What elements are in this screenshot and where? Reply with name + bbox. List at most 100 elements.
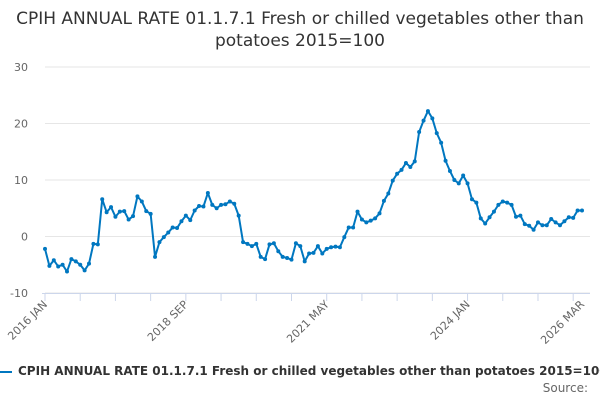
data-point [311, 250, 316, 255]
y-tick-label: 0 [21, 231, 28, 244]
data-point [192, 208, 197, 213]
data-point [324, 246, 329, 251]
data-point [500, 199, 505, 204]
data-point [157, 240, 162, 245]
series-line [44, 110, 582, 273]
data-point [73, 259, 78, 264]
data-point [227, 199, 232, 204]
data-point [456, 181, 461, 186]
data-point [51, 258, 56, 263]
data-point [557, 223, 562, 228]
data-point [412, 159, 417, 164]
data-point [408, 165, 413, 170]
x-tick-label: 2021 MAY [284, 298, 332, 346]
data-point [390, 178, 395, 183]
data-point [329, 245, 334, 250]
data-point [566, 215, 571, 220]
data-point [285, 255, 290, 260]
data-point [337, 245, 342, 250]
data-point [122, 209, 127, 214]
y-tick-label: -10 [10, 287, 28, 300]
y-tick-label: 20 [14, 118, 28, 131]
data-point [293, 241, 298, 246]
data-point [403, 161, 408, 166]
data-point [135, 194, 140, 199]
data-point [562, 219, 567, 224]
data-point [223, 202, 228, 207]
data-point [60, 262, 65, 267]
x-tick-label: 2024 JAN [428, 298, 473, 343]
data-point [447, 168, 452, 173]
data-point [522, 222, 527, 227]
legend-label: CPIH ANNUAL RATE 01.1.7.1 Fresh or chill… [18, 364, 600, 378]
data-point [549, 216, 554, 221]
data-point [399, 167, 404, 172]
data-point [104, 210, 109, 215]
data-point [307, 251, 312, 256]
data-point [478, 216, 483, 221]
data-point [465, 181, 470, 186]
data-point [131, 214, 136, 219]
data-point [241, 240, 246, 245]
data-point [82, 268, 87, 273]
source-label: Source: [542, 381, 588, 395]
data-point [144, 209, 149, 214]
data-point [232, 201, 237, 206]
data-point [553, 220, 558, 225]
data-point [474, 200, 479, 205]
data-point [417, 129, 422, 134]
data-point [219, 202, 224, 207]
data-point [320, 251, 325, 256]
data-point [518, 213, 523, 218]
data-point [236, 213, 241, 218]
data-point [355, 209, 360, 214]
chart-title: CPIH ANNUAL RATE 01.1.7.1 Fresh or chill… [16, 9, 584, 51]
data-point [280, 254, 285, 259]
data-point [56, 264, 61, 269]
data-point [487, 215, 492, 220]
data-point [575, 208, 580, 213]
x-tick-label: 2026 MAR [538, 298, 587, 347]
data-point [469, 197, 474, 202]
data-point [258, 254, 263, 259]
data-point [302, 259, 307, 264]
data-point [359, 217, 364, 222]
data-point [65, 269, 70, 274]
data-point [439, 140, 444, 145]
y-tick-label: 30 [14, 61, 28, 74]
data-point [69, 257, 74, 262]
data-point [364, 220, 369, 225]
data-point [166, 230, 171, 235]
data-point [509, 202, 514, 207]
data-point [117, 209, 122, 214]
data-point [210, 202, 215, 207]
data-point [43, 246, 47, 251]
data-point [351, 225, 356, 230]
data-point [139, 199, 144, 204]
data-point [540, 223, 545, 228]
data-point [395, 171, 400, 176]
legend-swatch [0, 370, 12, 373]
data-point [148, 211, 153, 216]
data-point [483, 221, 488, 226]
data-point [47, 263, 52, 268]
data-point [496, 202, 501, 207]
data-point [214, 206, 219, 211]
data-point [505, 200, 510, 205]
data-point [425, 109, 430, 114]
data-point [91, 241, 96, 246]
data-point [342, 235, 347, 240]
data-point [289, 257, 294, 262]
legend[interactable]: CPIH ANNUAL RATE 01.1.7.1 Fresh or chill… [0, 364, 600, 378]
data-point [254, 241, 259, 246]
data-point [580, 208, 584, 213]
data-point [377, 211, 382, 216]
data-point [373, 216, 378, 221]
y-tick-label: 10 [14, 174, 28, 187]
data-point [205, 190, 210, 195]
x-tick-label: 2016 JAN [5, 298, 50, 343]
data-point [113, 214, 118, 219]
data-point [161, 235, 166, 240]
data-point [430, 116, 435, 121]
data-point [87, 261, 92, 266]
